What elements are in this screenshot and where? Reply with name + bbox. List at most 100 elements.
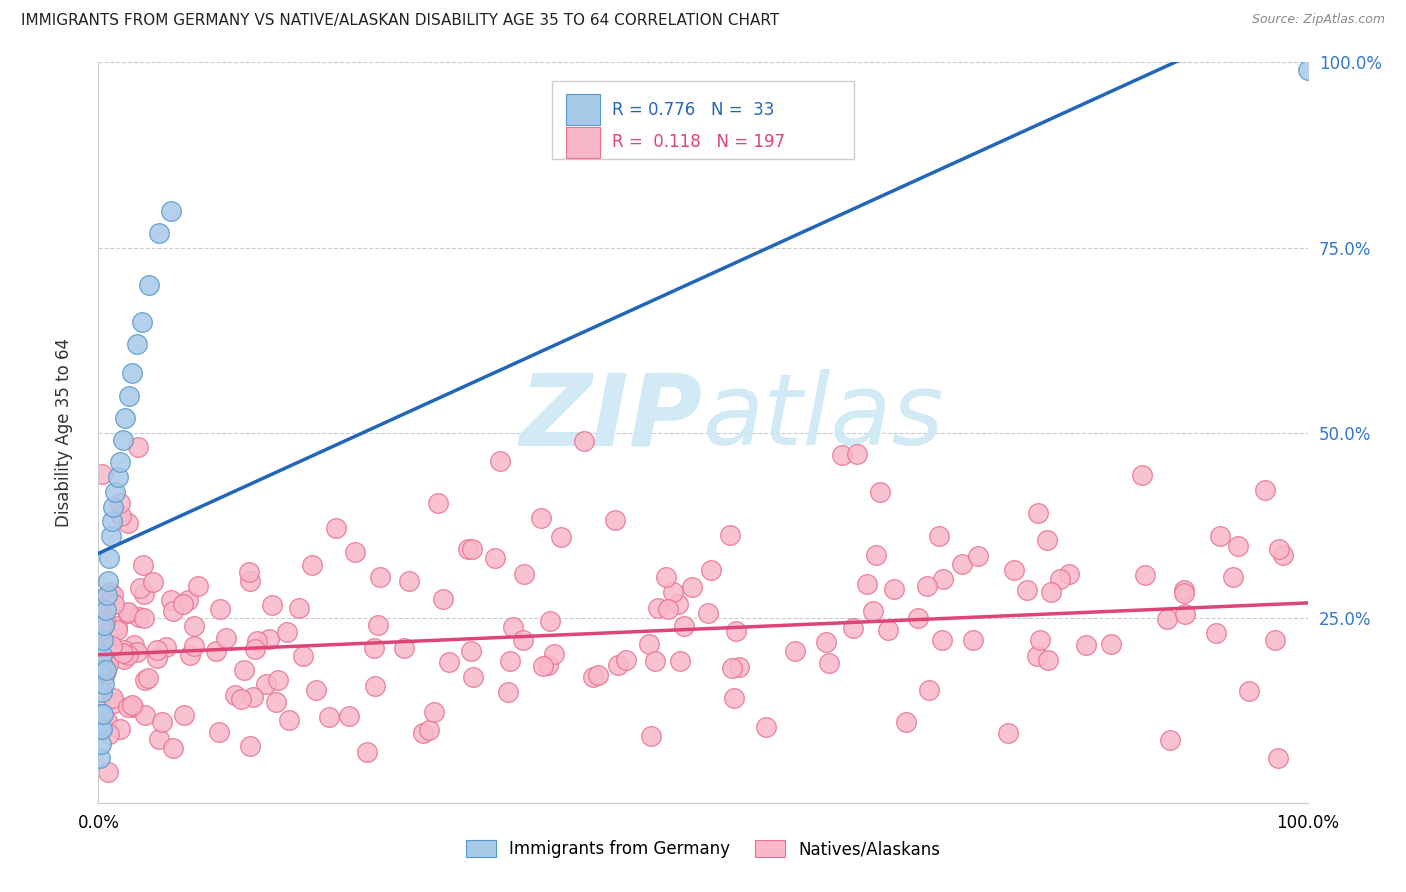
Text: R = 0.776   N =  33: R = 0.776 N = 33 — [613, 101, 775, 119]
Point — [325, 521, 347, 535]
Point — [721, 661, 744, 675]
Point — [97, 764, 120, 779]
Point — [142, 574, 165, 589]
Point — [997, 726, 1019, 740]
Bar — [567, 95, 600, 126]
Point — [103, 588, 125, 602]
Point — [418, 723, 440, 737]
Point — [962, 633, 984, 648]
Point — [640, 730, 662, 744]
Point — [950, 558, 973, 572]
Point — [288, 601, 311, 615]
Point — [582, 670, 605, 684]
Point — [90, 663, 112, 677]
Point — [1017, 582, 1039, 597]
Point — [98, 585, 121, 599]
Point — [145, 651, 167, 665]
Point — [344, 545, 367, 559]
Point — [121, 698, 143, 713]
Text: atlas: atlas — [703, 369, 945, 467]
Point — [1036, 533, 1059, 547]
Point — [112, 643, 135, 657]
Point — [103, 696, 125, 710]
Text: IMMIGRANTS FROM GERMANY VS NATIVE/ALASKAN DISABILITY AGE 35 TO 64 CORRELATION CH: IMMIGRANTS FROM GERMANY VS NATIVE/ALASKA… — [21, 13, 779, 29]
Point — [155, 640, 177, 655]
Point — [89, 751, 111, 765]
Point — [883, 582, 905, 597]
Point — [550, 530, 572, 544]
Point — [91, 706, 114, 721]
Point — [129, 581, 152, 595]
Point — [842, 621, 865, 635]
Text: Source: ZipAtlas.com: Source: ZipAtlas.com — [1251, 13, 1385, 27]
Point — [111, 433, 134, 447]
Point — [461, 670, 484, 684]
Point — [484, 550, 506, 565]
Text: R =  0.118   N = 197: R = 0.118 N = 197 — [613, 134, 786, 152]
Point — [815, 635, 838, 649]
Point — [1296, 62, 1319, 77]
Text: ZIP: ZIP — [520, 369, 703, 467]
Point — [1264, 632, 1286, 647]
Point — [96, 714, 118, 728]
Point — [513, 567, 536, 582]
Point — [278, 713, 301, 727]
Point — [586, 667, 609, 681]
Point — [1205, 626, 1227, 640]
Point — [657, 602, 679, 616]
Point — [90, 737, 112, 751]
Point — [134, 611, 156, 625]
Point — [117, 700, 139, 714]
Point — [457, 542, 479, 557]
Point — [1130, 468, 1153, 483]
Point — [337, 709, 360, 723]
Point — [238, 565, 260, 579]
Point — [134, 587, 156, 601]
Point — [94, 663, 117, 677]
Point — [845, 447, 868, 461]
Point — [183, 619, 205, 633]
Point — [112, 652, 135, 666]
Point — [607, 657, 630, 672]
Point — [1038, 653, 1060, 667]
Point — [254, 676, 277, 690]
Point — [264, 695, 287, 709]
Point — [276, 624, 298, 639]
Point — [1049, 572, 1071, 586]
Point — [97, 574, 120, 588]
Point — [931, 632, 953, 647]
Point — [862, 604, 884, 618]
Point — [673, 619, 696, 633]
Point — [856, 577, 879, 591]
Point — [108, 455, 131, 469]
Point — [93, 618, 115, 632]
Point — [96, 642, 118, 657]
Point — [655, 570, 678, 584]
Point — [666, 597, 689, 611]
Point — [368, 570, 391, 584]
Point — [831, 448, 853, 462]
Point — [239, 574, 262, 589]
Point — [111, 646, 134, 660]
Point — [131, 558, 153, 573]
Point — [605, 513, 627, 527]
Point — [1173, 582, 1195, 597]
Point — [426, 495, 449, 509]
Point — [1040, 584, 1063, 599]
Point — [101, 500, 124, 514]
Bar — [567, 127, 600, 158]
Point — [177, 593, 200, 607]
Point — [1253, 483, 1275, 497]
Point — [1156, 612, 1178, 626]
Point — [662, 585, 685, 599]
Point — [869, 485, 891, 500]
Point — [103, 597, 125, 611]
Point — [100, 515, 122, 529]
Point — [318, 710, 340, 724]
Point — [1267, 542, 1289, 557]
Point — [224, 689, 246, 703]
Point — [537, 657, 560, 672]
Point — [1237, 684, 1260, 698]
Point — [101, 639, 124, 653]
Point — [173, 708, 195, 723]
